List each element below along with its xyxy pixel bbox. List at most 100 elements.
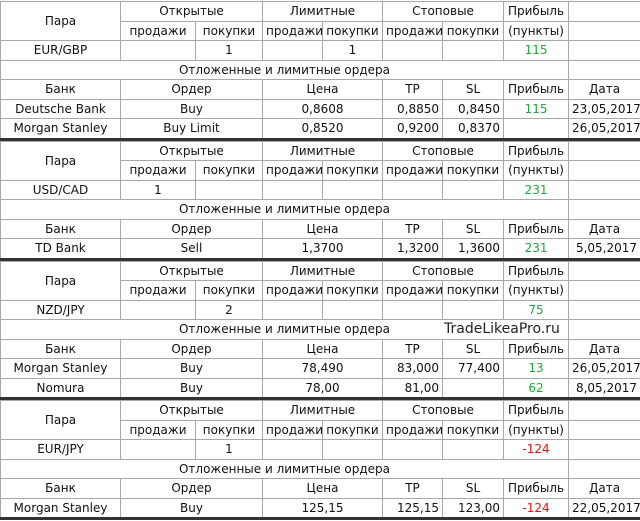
empty-cell (262, 40, 323, 61)
header-cell: (пункты) (503, 20, 570, 41)
profit-cell: 231 (503, 179, 570, 200)
profit-cell: 231 (503, 238, 570, 260)
orders-header-row: Банк Ордер Цена TP SL Прибыль Дата (0, 218, 640, 239)
empty-cell (120, 299, 196, 320)
header-row: продажи покупки продажи покупки продажи покуп… (1, 20, 640, 41)
header-cell: Цена (262, 338, 383, 359)
empty-cell (441, 439, 505, 460)
header-cell: Стоповые (381, 140, 505, 161)
header-cell: Цена (262, 218, 383, 239)
date-cell: 8,05,2017 (568, 377, 640, 399)
date-cell: 26,05,2017 (568, 118, 640, 140)
block-table: Пара Открытые Лимитные Стоповые Прибыль прода… (0, 260, 640, 400)
pair-cell: 2 (195, 299, 263, 320)
pair-cell: USD/CAD (0, 179, 121, 200)
header-cell: покупки (195, 20, 263, 41)
empty-cell (195, 179, 263, 200)
section-title: Отложенные и лимитные ордера (0, 458, 570, 479)
header-cell: Дата (568, 478, 640, 499)
header-cell: Банк (0, 478, 121, 499)
profit-cell: -124 (503, 439, 570, 460)
header-cell: Дата (568, 79, 640, 100)
header-cell: Банк (0, 218, 121, 239)
section-row: Отложенные и лимитные ордера (0, 59, 640, 80)
header-cell: TP (382, 218, 443, 239)
header-row: Пара Открытые Лимитные Стоповые Прибыль (0, 260, 640, 301)
header-cell: Пара (0, 260, 121, 301)
empty-cell (441, 179, 505, 200)
price-cell: 78,490 (262, 358, 383, 379)
header-cell: покупки (441, 160, 505, 181)
block-body: Пара Открытые Лимитные Стоповые Прибыль прода… (0, 260, 640, 399)
empty-cell (568, 419, 640, 440)
empty-cell (568, 400, 640, 421)
empty-cell (262, 179, 323, 200)
sl-cell: 123,00 (441, 497, 505, 519)
header-cell: Ордер (120, 478, 263, 499)
pair-row: NZD/JPY 2 75 (0, 299, 640, 320)
order-row: Morgan Stanley Buy 125,15 125,15 123,00 -124 2… (0, 497, 640, 519)
profit-cell: 75 (503, 299, 570, 320)
header-cell: TP (382, 338, 443, 359)
block-table: Пара Открытые Лимитные Стоповые Прибыль прода… (0, 140, 640, 261)
header-cell: покупки (441, 419, 505, 440)
price-cell: 0,8608 (262, 98, 383, 119)
date-cell: 22,05,2017 (568, 497, 640, 519)
header-cell: Цена (262, 478, 383, 499)
pair-cell: NZD/JPY (0, 299, 121, 320)
header-cell: продажи (120, 280, 196, 301)
header-cell: продажи (262, 419, 323, 440)
section-title: Отложенные и лимитные ордера (0, 319, 570, 340)
bank-cell: Morgan Stanley (0, 497, 121, 519)
pair-row: EUR/JPY 1 -124 (0, 439, 640, 460)
tp-cell: 125,15 (382, 497, 443, 519)
sl-cell: 77,400 (441, 358, 505, 379)
header-cell: Стоповые (381, 400, 505, 421)
header-cell: Открытые (120, 1, 263, 22)
header-cell: Лимитные (262, 260, 383, 281)
header-cell: Цена (262, 79, 383, 100)
header-cell: Прибыль (503, 79, 570, 100)
header-cell: продажи (120, 419, 196, 440)
header-cell: (пункты) (503, 160, 570, 181)
watermark: TradeLikeaPro.ru (444, 321, 560, 337)
header-cell: продажи (120, 160, 196, 181)
order-cell: Buy (120, 98, 263, 119)
empty-cell (568, 160, 640, 181)
header-cell: покупки (195, 280, 263, 301)
header-cell: (пункты) (503, 419, 570, 440)
header-cell: Ордер (120, 79, 263, 100)
header-cell: Прибыль (503, 260, 570, 281)
header-cell: Лимитные (262, 1, 383, 22)
tp-cell: 1,3200 (382, 238, 443, 260)
block-table: Пара Открытые Лимитные Стоповые Прибыль прода… (0, 1, 640, 141)
order-row: Deutsche Bank Buy 0,8608 0,8850 0,8450 115 23,… (0, 98, 640, 119)
bank-cell: Morgan Stanley (0, 118, 121, 140)
empty-cell (322, 439, 383, 460)
header-row: Пара Открытые Лимитные Стоповые Прибыль (0, 1, 640, 41)
block-body: Пара Открытые Лимитные Стоповые Прибыль прода… (0, 140, 640, 260)
empty-cell (322, 179, 383, 200)
orders-header-row: Банк Ордер Цена TP SL Прибыль Дата (0, 79, 640, 100)
header-cell: Дата (568, 338, 640, 359)
profit-cell: 62 (503, 377, 570, 399)
header-cell: Пара (0, 1, 121, 41)
order-cell: Buy Limit (120, 118, 263, 140)
orders-header-row: Банк Ордер Цена TP SL Прибыль Дата (0, 338, 640, 359)
order-row: Morgan Stanley Buy 78,490 83,000 77,400 13 26,… (0, 358, 640, 379)
empty-cell (382, 439, 443, 460)
empty-cell (568, 40, 640, 61)
pair-row: EUR/GBP 1 1 115 (0, 40, 640, 61)
section-title: Отложенные и лимитные ордера (0, 199, 570, 220)
header-cell: Прибыль (503, 338, 570, 359)
profit-cell: 115 (503, 98, 570, 119)
price-cell: 78,00 (262, 377, 383, 399)
empty-cell (441, 299, 505, 320)
empty-cell (568, 439, 640, 460)
header-cell: Стоповые (381, 1, 505, 22)
price-cell: 125,15 (262, 497, 383, 519)
header-cell: Прибыль (503, 140, 570, 161)
empty-cell (262, 439, 323, 460)
section-row: Отложенные и лимитные ордера (0, 319, 640, 340)
header-cell: покупки (322, 280, 383, 301)
